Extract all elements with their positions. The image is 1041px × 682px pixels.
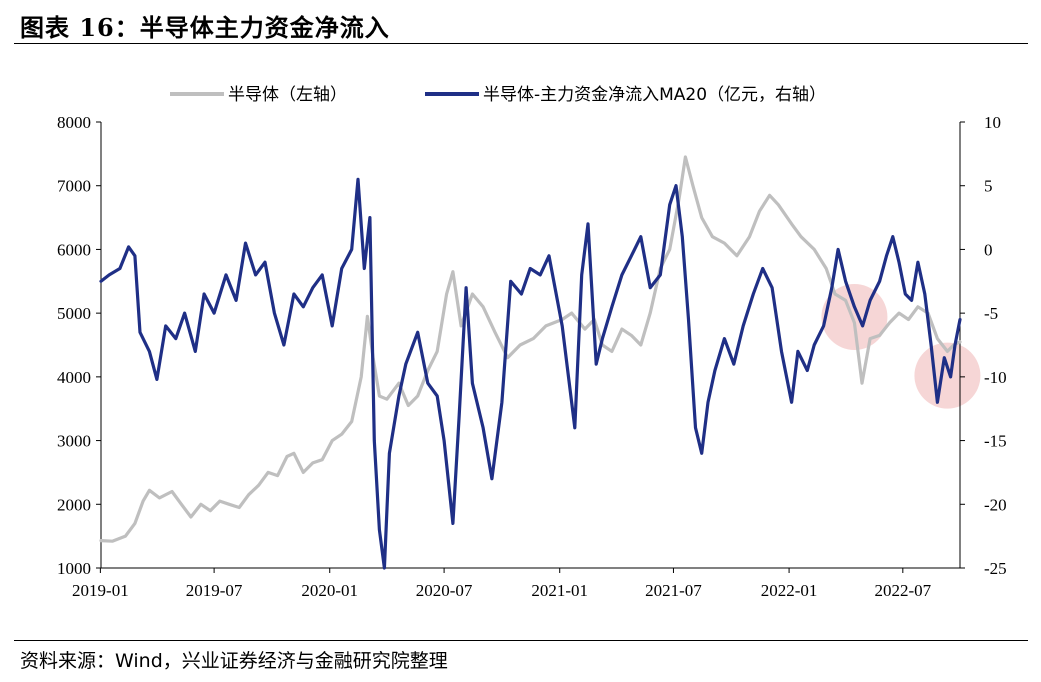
legend-label-2: 半导体-主力资金净流入MA20（亿元，右轴） <box>483 85 826 105</box>
legend-label-1: 半导体（左轴） <box>228 85 347 105</box>
highlight-circle-2 <box>914 342 981 409</box>
y-right-tick-label: -5 <box>984 304 998 323</box>
series-line-semiconductor <box>99 155 962 543</box>
x-tick-label: 2019-01 <box>72 581 129 600</box>
x-tick-label: 2020-01 <box>301 581 358 600</box>
y-right-tick-label: -20 <box>984 495 1007 514</box>
x-tick-label: 2020-07 <box>416 581 473 600</box>
source-note: 资料来源：Wind，兴业证券经济与金融研究院整理 <box>20 650 448 672</box>
x-tick-label: 2022-07 <box>874 581 931 600</box>
y-right-tick-label: 10 <box>984 113 1001 132</box>
y-right-tick-label: -10 <box>984 368 1007 387</box>
y-right-tick-label: -15 <box>984 432 1007 451</box>
y-right-tick-label: 0 <box>984 240 993 259</box>
y-left-tick-label: 8000 <box>57 113 91 132</box>
axes: 1000 2000 3000 4000 5000 6000 7000 8000 -25 -20 -1… <box>57 113 1007 600</box>
y-left-tick-label: 3000 <box>57 432 91 451</box>
source-rule <box>14 640 1028 641</box>
series-lines <box>99 155 962 570</box>
y-right-tick-label: -25 <box>984 559 1007 578</box>
x-tick-label: 2022-01 <box>761 581 818 600</box>
legend: 半导体（左轴） 半导体-主力资金净流入MA20（亿元，右轴） <box>170 85 826 105</box>
chart: 1000 2000 3000 4000 5000 6000 7000 8000 -25 -20 -1… <box>57 85 1007 600</box>
y-left-tick-label: 7000 <box>57 177 91 196</box>
y-left-tick-label: 4000 <box>57 368 91 387</box>
y-right-tick-label: 5 <box>984 177 993 196</box>
y-left-tick-label: 1000 <box>57 559 91 578</box>
y-left-tick-label: 6000 <box>57 240 91 259</box>
x-tick-label: 2021-01 <box>531 581 588 600</box>
figure-title: 图表 16：半导体主力资金净流入 <box>20 13 390 42</box>
series-line-net-inflow-ma20 <box>99 177 962 570</box>
y-left-tick-label: 2000 <box>57 495 91 514</box>
x-tick-label: 2019-07 <box>186 581 243 600</box>
title-rule <box>14 43 1028 44</box>
x-tick-label: 2021-07 <box>645 581 702 600</box>
y-left-tick-label: 5000 <box>57 304 91 323</box>
